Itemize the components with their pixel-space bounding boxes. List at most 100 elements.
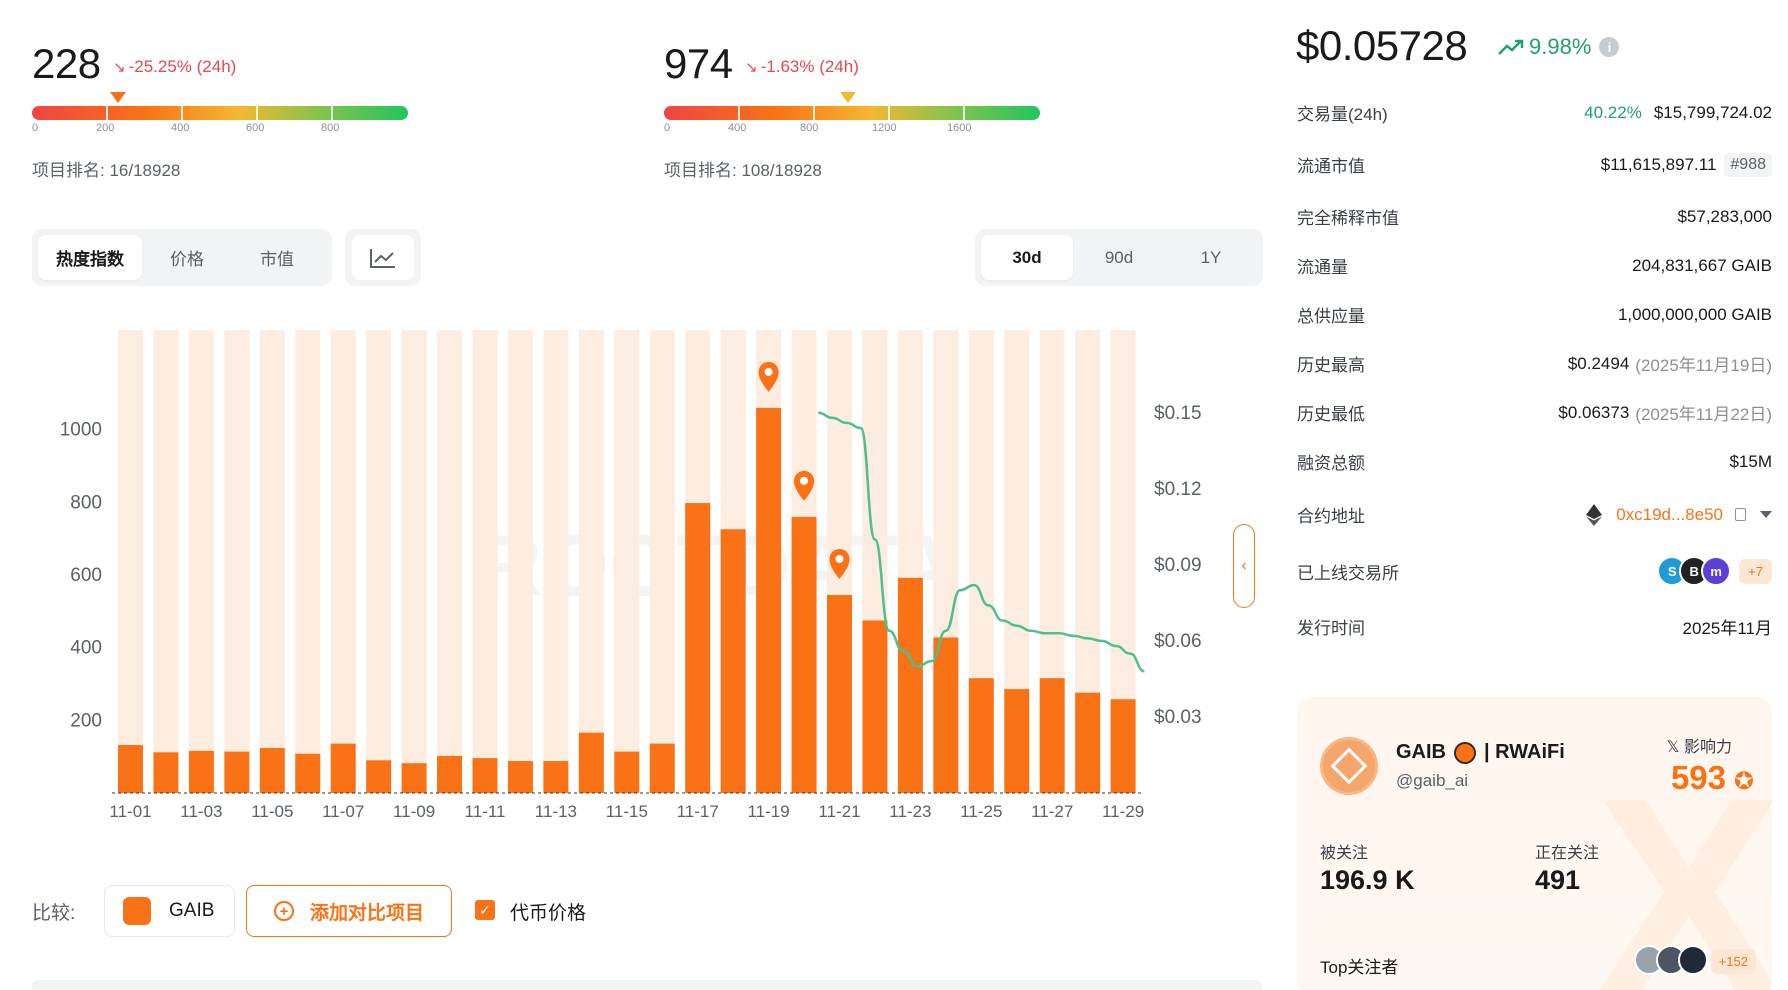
x-tick-label: 11-25 xyxy=(960,802,1002,821)
heat-bar[interactable] xyxy=(118,745,143,793)
line-chart-icon xyxy=(352,235,414,280)
heat-bar[interactable] xyxy=(472,758,498,793)
bar-background xyxy=(224,330,250,793)
bar-background xyxy=(543,330,569,793)
color-swatch-icon xyxy=(123,897,151,925)
stat-circulating-supply: 流通量 204,831,667 GAIB xyxy=(1297,255,1772,278)
following-label: 正在关注 xyxy=(1535,845,1600,862)
heat-value: 228 xyxy=(32,40,101,87)
heat-bar[interactable] xyxy=(720,529,746,793)
info-icon[interactable]: i xyxy=(1599,37,1620,57)
heat-bar[interactable] xyxy=(614,751,640,793)
x-tick-label: 11-03 xyxy=(180,802,222,821)
event-pin-icon[interactable] xyxy=(829,548,850,579)
y-tick-label: 800 xyxy=(70,492,102,513)
trend-up-icon xyxy=(1498,39,1524,55)
tab-heat-index[interactable]: 热度指数 xyxy=(38,235,142,280)
event-pin-icon[interactable] xyxy=(794,470,815,501)
bar-background xyxy=(259,330,285,793)
heat-bar[interactable] xyxy=(1004,689,1030,793)
tab-market-cap[interactable]: 市值 xyxy=(260,250,294,269)
heat-bar[interactable] xyxy=(1110,699,1136,793)
range-1y[interactable]: 1Y xyxy=(1200,247,1222,267)
heat-bar[interactable] xyxy=(401,763,427,793)
x-tick-label: 11-27 xyxy=(1031,802,1073,821)
more-followers-badge[interactable]: +152 xyxy=(1710,949,1756,974)
attention-gauge xyxy=(664,92,1040,120)
heat-bar[interactable] xyxy=(1039,678,1065,793)
heat-bar[interactable] xyxy=(1075,692,1101,793)
heat-bar[interactable] xyxy=(968,678,994,793)
following-count: 491 xyxy=(1535,865,1581,895)
y-right-tick-label: $0.03 xyxy=(1154,707,1202,728)
followers-label: 被关注 xyxy=(1320,845,1369,862)
heat-bar[interactable] xyxy=(685,503,711,793)
range-90d[interactable]: 90d xyxy=(1104,247,1134,267)
heat-change: ↘ -25.25% (24h) xyxy=(113,57,237,76)
attention-change: ↘ -1.63% (24h) xyxy=(745,57,859,76)
heat-bar[interactable] xyxy=(897,577,923,793)
heat-bar[interactable] xyxy=(791,516,817,793)
heat-bar[interactable] xyxy=(366,760,392,793)
account-handle[interactable]: @gaib_ai xyxy=(1396,771,1469,790)
stat-exchanges: 已上线交易所 S B m +7 xyxy=(1297,556,1772,586)
heat-bar[interactable] xyxy=(862,620,888,793)
gauge-pointer-icon xyxy=(840,92,857,103)
price-change: 9.98% i xyxy=(1497,34,1620,60)
x-tick-label: 11-23 xyxy=(889,802,931,821)
chevron-down-icon[interactable] xyxy=(1760,511,1772,518)
avatar[interactable] xyxy=(1320,737,1378,795)
star-badge-icon: ✪ xyxy=(1733,768,1754,795)
y-right-tick-label: $0.15 xyxy=(1154,403,1202,424)
heat-bar[interactable] xyxy=(827,594,852,793)
exchange-logo-icon[interactable]: m xyxy=(1701,556,1732,586)
event-pin-icon[interactable] xyxy=(758,361,779,392)
heat-bar[interactable] xyxy=(153,752,179,793)
heat-bar[interactable] xyxy=(507,761,533,793)
stat-funding: 融资总额 $15M xyxy=(1297,451,1772,474)
x-tick-label: 11-15 xyxy=(606,802,648,821)
contract-address-link[interactable]: 0xc19d...8e50 xyxy=(1616,504,1723,524)
stat-atl: 历史最低 $0.06373 (2025年11月22日) xyxy=(1297,402,1772,425)
gauge-pointer-icon xyxy=(110,92,127,103)
heat-bar[interactable] xyxy=(756,407,782,793)
heat-bar[interactable] xyxy=(437,755,463,793)
copy-icon[interactable] xyxy=(1735,508,1746,521)
tab-price[interactable]: 价格 xyxy=(170,250,204,269)
bar-background xyxy=(153,330,179,793)
x-tick-label: 11-13 xyxy=(535,802,577,821)
ethereum-icon xyxy=(1586,503,1603,526)
heat-bar[interactable] xyxy=(578,732,604,793)
y-right-tick-label: $0.06 xyxy=(1154,631,1202,652)
heat-bar[interactable] xyxy=(330,743,356,793)
bar-background xyxy=(507,330,533,793)
top-followers-label: Top关注者 xyxy=(1320,958,1399,977)
collapse-panel-button[interactable]: ‹ xyxy=(1233,524,1255,608)
token-price-checkbox[interactable]: ✓ xyxy=(475,900,495,920)
heat-bar[interactable] xyxy=(259,747,285,793)
heat-bar[interactable] xyxy=(188,750,214,793)
compare-chip-gaib[interactable]: GAIB xyxy=(104,885,235,937)
chart-type-button[interactable] xyxy=(345,229,421,286)
heat-bar[interactable] xyxy=(649,743,675,793)
range-30d[interactable]: 30d xyxy=(981,235,1073,280)
heat-bar[interactable] xyxy=(224,751,250,793)
heat-bar[interactable] xyxy=(543,761,569,793)
x-tick-label: 11-07 xyxy=(322,802,364,821)
more-exchanges-badge[interactable]: +7 xyxy=(1739,558,1772,584)
x-tick-label: 11-21 xyxy=(818,802,860,821)
top-follower-avatars[interactable] xyxy=(1634,945,1708,975)
x-tick-label: 11-09 xyxy=(393,802,435,821)
followers-count: 196.9 K xyxy=(1320,865,1415,895)
bar-background xyxy=(188,330,214,793)
add-compare-button[interactable]: + 添加对比项目 xyxy=(246,885,452,937)
heat-bar[interactable] xyxy=(295,753,321,793)
x-tick-label: 11-11 xyxy=(465,802,506,821)
compare-label: 比较: xyxy=(32,903,76,924)
x-tick-label: 11-19 xyxy=(747,802,789,821)
x-tick-label: 11-29 xyxy=(1102,802,1144,821)
bar-background xyxy=(578,330,604,793)
heat-bar[interactable] xyxy=(933,637,959,793)
bar-background xyxy=(614,330,640,793)
rank-badge: #988 xyxy=(1724,152,1772,177)
